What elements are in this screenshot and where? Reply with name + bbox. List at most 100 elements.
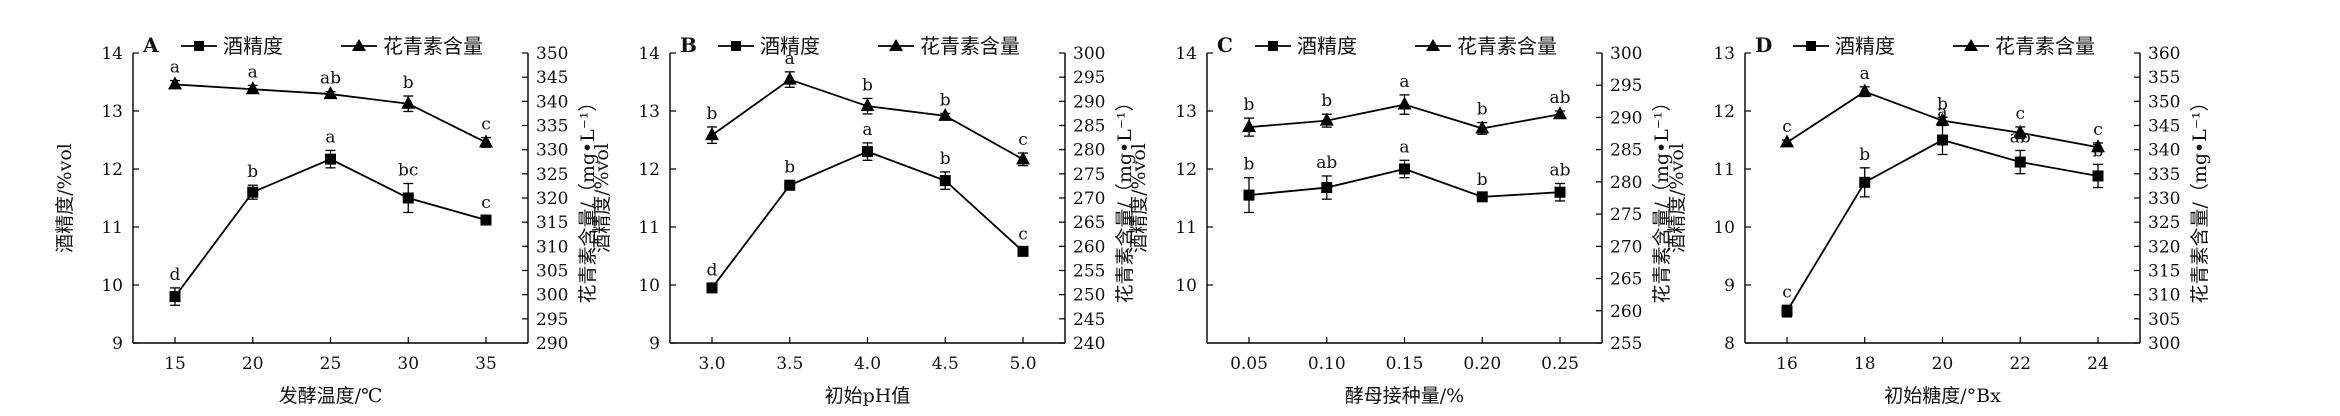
right-tick-label: 360 bbox=[2148, 44, 2180, 64]
data-point-triangle bbox=[705, 127, 719, 141]
panel-label: D bbox=[1755, 33, 1772, 57]
y-axis-left-title: 酒精度/%vol bbox=[591, 143, 613, 253]
chart-panel-c: 10 11 12 13 14 255 260 265 270 275 280 285 290 295 300… bbox=[1128, 33, 1673, 407]
right-tick-label: 340 bbox=[2148, 141, 2180, 161]
panel-label: A bbox=[142, 33, 159, 57]
data-point-square bbox=[706, 282, 718, 294]
x-tick-label: 4.0 bbox=[854, 354, 881, 374]
legend-label-alcohol: 酒精度 bbox=[760, 34, 820, 58]
significance-letter: a bbox=[862, 120, 872, 140]
data-point-triangle bbox=[1475, 120, 1490, 134]
significance-letter: ab bbox=[1316, 153, 1337, 173]
x-tick-label: 4.5 bbox=[932, 354, 959, 374]
right-tick-label: 355 bbox=[2148, 68, 2180, 88]
significance-letter: c bbox=[2015, 104, 2025, 124]
significance-letter: a bbox=[170, 58, 180, 78]
legend-triangle-marker bbox=[1964, 39, 1978, 51]
chart-panel-d: 8 9 10 11 12 13 300 305 310 315 320 325 330 335 340 345… bbox=[1666, 33, 2211, 407]
significance-letter: c bbox=[1782, 117, 1792, 137]
right-tick-label: 255 bbox=[1610, 334, 1642, 354]
significance-letter: a bbox=[1860, 64, 1870, 84]
data-point-triangle bbox=[168, 76, 182, 90]
data-point-square bbox=[480, 214, 492, 226]
significance-letter: b bbox=[940, 149, 951, 169]
x-tick-label: 0.25 bbox=[1541, 354, 1579, 374]
significance-letter: a bbox=[1937, 103, 1947, 123]
significance-letter: a bbox=[1399, 72, 1409, 92]
significance-letter: ab bbox=[320, 69, 341, 89]
right-tick-label: 250 bbox=[1073, 286, 1105, 306]
significance-letter: b bbox=[1244, 155, 1255, 175]
left-tick-label: 10 bbox=[638, 276, 660, 296]
legend-triangle-marker bbox=[889, 39, 903, 51]
x-tick-label: 15 bbox=[164, 354, 186, 374]
y-axis-right-title: 花青素含量/（mg•L⁻¹） bbox=[1651, 92, 1673, 303]
x-tick-label: 25 bbox=[320, 354, 342, 374]
left-tick-label: 10 bbox=[1175, 276, 1197, 296]
significance-letter: a bbox=[785, 49, 795, 69]
left-tick-label: 14 bbox=[1175, 44, 1197, 64]
data-point-triangle bbox=[323, 86, 338, 100]
y-axis-right-title: 花青素含量/（mg•L⁻¹） bbox=[1114, 92, 1136, 303]
right-tick-label: 300 bbox=[1073, 44, 1105, 64]
left-tick-label: 11 bbox=[101, 218, 123, 238]
significance-letter: b bbox=[1244, 95, 1255, 115]
significance-letter: c bbox=[2093, 120, 2103, 140]
significance-letter: b bbox=[707, 104, 718, 124]
legend-label-anthocyanin: 花青素含量 bbox=[383, 34, 483, 58]
right-tick-label: 270 bbox=[1610, 237, 1642, 257]
legend-label-alcohol: 酒精度 bbox=[223, 34, 283, 58]
right-tick-label: 350 bbox=[2148, 92, 2180, 112]
series-line-alcohol bbox=[174, 158, 487, 298]
x-tick-label: 0.05 bbox=[1230, 354, 1268, 374]
data-point-triangle bbox=[1780, 134, 1794, 148]
right-tick-label: 295 bbox=[1610, 76, 1642, 96]
right-tick-label: 305 bbox=[536, 262, 568, 282]
data-point-square bbox=[2014, 156, 2026, 168]
data-point-square bbox=[1476, 191, 1488, 203]
legend-label-anthocyanin: 花青素含量 bbox=[920, 34, 1020, 58]
legend-square-marker bbox=[1806, 41, 1816, 51]
data-point-triangle bbox=[938, 107, 953, 121]
left-tick-label: 9 bbox=[1724, 276, 1735, 296]
data-point-square bbox=[784, 179, 796, 191]
significance-letter: b bbox=[1937, 94, 1948, 114]
right-tick-label: 320 bbox=[536, 189, 568, 209]
y-axis-right-title: 花青素含量/（mg•L⁻¹） bbox=[2189, 92, 2211, 303]
significance-letter: c bbox=[481, 115, 491, 135]
data-point-triangle bbox=[1857, 83, 1872, 97]
right-tick-label: 350 bbox=[536, 44, 568, 64]
right-tick-label: 310 bbox=[2148, 286, 2180, 306]
data-point-triangle bbox=[1553, 106, 1567, 120]
right-tick-label: 330 bbox=[536, 141, 568, 161]
significance-letter: c bbox=[1018, 224, 1028, 244]
significance-letter: a bbox=[325, 127, 335, 147]
right-tick-label: 305 bbox=[2148, 310, 2180, 330]
data-point-triangle bbox=[1016, 151, 1030, 165]
left-tick-label: 12 bbox=[638, 160, 660, 180]
significance-letter: b bbox=[247, 162, 258, 182]
legend-label-alcohol: 酒精度 bbox=[1297, 34, 1357, 58]
data-point-triangle bbox=[245, 81, 260, 95]
x-tick-label: 0.20 bbox=[1463, 354, 1501, 374]
right-tick-label: 335 bbox=[536, 117, 568, 137]
right-tick-label: 325 bbox=[536, 165, 568, 185]
left-tick-label: 11 bbox=[638, 218, 660, 238]
legend-triangle-marker bbox=[352, 39, 366, 51]
data-point-triangle bbox=[782, 71, 797, 85]
panel-label: C bbox=[1217, 33, 1233, 57]
chart-panel-a: 9 10 11 12 13 14 290 295 300 305 310 315 320 325 330 33… bbox=[54, 33, 599, 407]
data-point-square bbox=[1937, 134, 1948, 146]
significance-letter: b bbox=[1477, 100, 1488, 120]
right-tick-label: 265 bbox=[1610, 270, 1642, 290]
y-axis-left-title: 酒精度/%vol bbox=[1128, 143, 1150, 253]
x-tick-label: 22 bbox=[2009, 354, 2031, 374]
x-tick-label: 18 bbox=[1854, 354, 1876, 374]
significance-letter: c bbox=[1018, 130, 1028, 150]
y-axis-left-title: 酒精度/%vol bbox=[54, 143, 76, 253]
series-line-alcohol bbox=[1786, 139, 2099, 312]
significance-letter: b bbox=[1321, 91, 1332, 111]
significance-letter: ab bbox=[1549, 161, 1570, 181]
data-point-square bbox=[1243, 189, 1255, 201]
right-tick-label: 285 bbox=[1073, 117, 1105, 137]
